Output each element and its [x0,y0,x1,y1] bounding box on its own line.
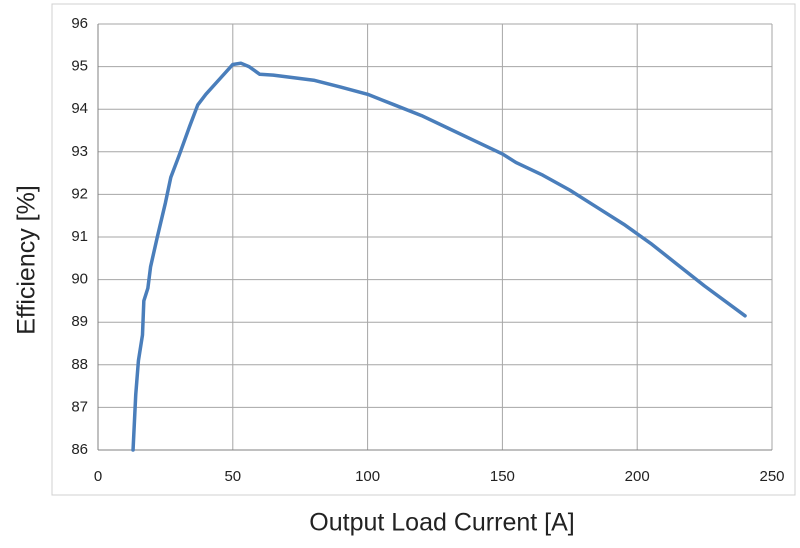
x-tick-label: 0 [94,468,102,485]
y-tick-label: 91 [71,228,88,245]
y-tick-label: 89 [71,313,88,330]
y-tick-label: 87 [71,398,88,415]
chart-frame [51,3,796,496]
x-tick-label: 100 [355,468,380,485]
x-axis-title: Output Load Current [A] [309,509,574,537]
data-line [131,61,747,452]
x-tick-label: 200 [625,468,650,485]
y-tick-label: 92 [71,185,88,202]
y-axis-title: Efficiency [%] [13,185,41,335]
y-tick-label: 90 [71,271,88,288]
x-tick-label: 150 [490,468,515,485]
y-tick-label: 88 [71,356,88,373]
x-tick-label: 50 [224,468,241,485]
x-tick-label: 250 [759,468,784,485]
y-tick-label: 96 [71,15,88,32]
y-tick-label: 86 [71,441,88,458]
y-tick-label: 95 [71,58,88,75]
y-tick-label: 93 [71,143,88,160]
y-tick-label: 94 [71,100,88,117]
